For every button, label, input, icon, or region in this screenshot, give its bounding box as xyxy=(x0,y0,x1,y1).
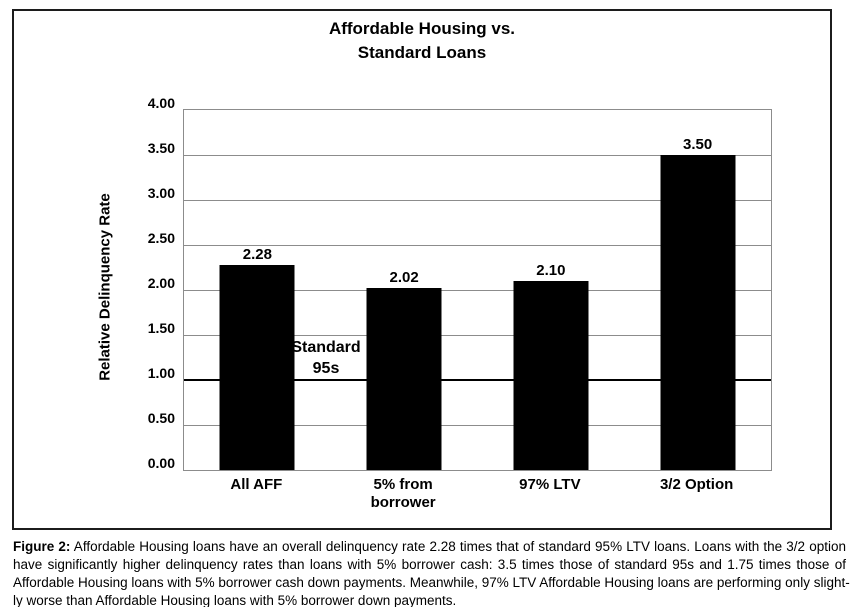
chart-title-line2: Standard Loans xyxy=(357,43,487,62)
y-axis-tick-label: 3.00 xyxy=(147,185,175,201)
figure-caption: Figure 2: Affordable Housing loans have … xyxy=(13,538,850,607)
bar xyxy=(660,155,736,470)
chart-title-line1: Affordable Housing vs. xyxy=(328,19,516,38)
reference-line-annotation: Standard 95s xyxy=(291,339,361,377)
x-axis-labels: All AFF 5% from borrower 97% LTV 3/2 Option xyxy=(183,476,770,511)
y-axis-tick-label: 1.50 xyxy=(147,320,175,336)
gridline xyxy=(184,290,771,291)
caption-line-text: Affordable Housing loans have an overall… xyxy=(70,539,846,554)
caption-line: have significantly higher delinquency ra… xyxy=(13,557,846,572)
caption-line: Figure 2: Affordable Housing loans have … xyxy=(13,538,846,556)
x-axis-label: 97% LTV xyxy=(519,476,581,493)
gridline xyxy=(184,200,771,201)
bar xyxy=(219,264,295,470)
gridline xyxy=(184,425,771,426)
y-axis-tick-label: 2.00 xyxy=(147,275,175,291)
gridline xyxy=(184,245,771,246)
plot-area: 2.28 2.02 2.10 3.50 xyxy=(183,109,772,471)
bar-value-label: 3.50 xyxy=(683,136,713,153)
y-axis-tick-label: 1.00 xyxy=(147,365,175,381)
x-axis-label: All AFF xyxy=(230,476,283,493)
bar-slot: 2.10 xyxy=(478,110,625,470)
caption-line: ly worse than Affordable Housing loans w… xyxy=(13,593,457,607)
bar-slot: 2.02 xyxy=(331,110,478,470)
caption-figure-label: Figure 2: xyxy=(13,539,71,554)
y-axis-tick-labels: 0.00 0.50 1.00 1.50 2.00 2.50 3.00 3.50 4.00 xyxy=(100,95,175,471)
bar-slots: 2.28 2.02 2.10 3.50 xyxy=(184,110,771,470)
y-axis-tick-label: 3.50 xyxy=(147,140,175,156)
bar-value-label: 2.02 xyxy=(389,269,419,287)
bar xyxy=(366,288,442,470)
bar-slot: 2.28 xyxy=(184,110,331,470)
gridline xyxy=(184,335,771,336)
bar-value-label: 2.10 xyxy=(536,262,566,279)
reference-line xyxy=(184,379,771,381)
x-axis-label: 5% from borrower xyxy=(370,476,436,511)
y-axis-tick-label: 2.50 xyxy=(147,230,175,246)
gridline xyxy=(184,155,771,156)
bar-value-label: 2.28 xyxy=(242,245,272,263)
chart-title: Affordable Housing vs. Standard Loans xyxy=(12,17,832,65)
bar xyxy=(513,281,589,470)
y-axis-tick-label: 0.50 xyxy=(147,410,175,426)
y-axis-tick-label: 4.00 xyxy=(147,95,175,111)
y-axis-tick-label: 0.00 xyxy=(147,455,175,471)
bar-slot: 3.50 xyxy=(624,110,771,470)
x-axis-label: 3/2 Option xyxy=(659,476,734,493)
caption-line: Affordable Housing loans with 5% borrowe… xyxy=(13,575,850,590)
